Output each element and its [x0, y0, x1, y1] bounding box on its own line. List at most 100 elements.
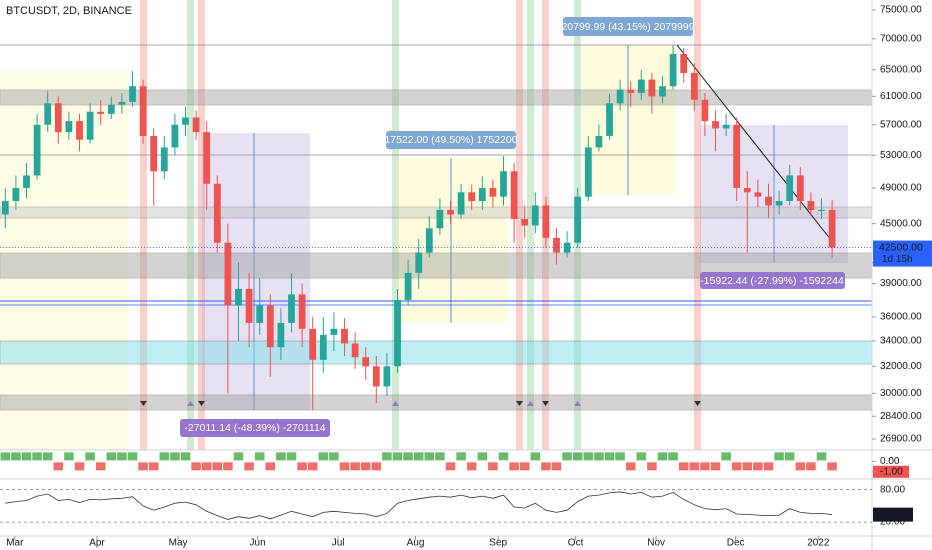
- annotation-box: [563, 17, 693, 36]
- signal-square: [647, 462, 657, 471]
- candle-body: [478, 188, 486, 202]
- candle-body: [150, 135, 158, 172]
- signal-square: [551, 462, 562, 471]
- signal-square: [117, 452, 127, 461]
- signal-square: [286, 452, 297, 461]
- annotation-box: [700, 272, 845, 289]
- x-tick-label: Apr: [89, 538, 105, 549]
- y-tick-label: 34000.00: [880, 336, 922, 347]
- signal-square: [530, 452, 541, 461]
- candle-body: [531, 205, 539, 226]
- candle-body: [796, 175, 804, 202]
- signal-square: [509, 462, 519, 471]
- signal-square: [254, 452, 265, 461]
- y-tick-label: 57000.00: [880, 119, 922, 130]
- signal-square: [413, 452, 424, 461]
- signal-square: [477, 452, 488, 461]
- signal-band: [516, 0, 523, 450]
- candle-body: [606, 103, 613, 136]
- candle-body: [245, 288, 253, 323]
- candle-body: [669, 54, 677, 87]
- signal-square: [74, 462, 85, 471]
- annotations: 20799.99 (43.15%) 2079999 17522.00 (49.5…: [180, 17, 845, 437]
- candle-body: [828, 209, 836, 248]
- signal-square: [572, 452, 583, 461]
- candle-body: [213, 183, 221, 243]
- candle-body: [637, 79, 645, 93]
- axes: 75000.00 70000.00 65000.00 61000.00 57000.00…: [0, 5, 932, 549]
- rsi-line: [5, 491, 833, 520]
- candle-body: [171, 124, 179, 148]
- signal-band: [198, 0, 205, 450]
- x-tick-label: Oct: [568, 538, 584, 549]
- signal-square: [742, 462, 753, 471]
- candle-body: [372, 366, 380, 387]
- candle-body: [765, 196, 772, 206]
- candle-body: [743, 188, 751, 193]
- candle-body: [107, 104, 115, 114]
- marks: [0, 44, 837, 520]
- candle-body: [521, 219, 529, 226]
- signal-square: [265, 462, 276, 471]
- signal-square: [519, 462, 530, 471]
- signal-square: [583, 452, 594, 461]
- y-tick-label: 39000.00: [880, 278, 922, 289]
- annotation: -15922.44 (-27.99%) -1592244: [700, 275, 844, 287]
- signal-square: [350, 462, 360, 471]
- rsi-tick-label: 20.00: [880, 517, 905, 528]
- signal-square: [466, 462, 477, 471]
- signal-square: [795, 462, 806, 471]
- candle-body: [330, 328, 338, 335]
- signal-square: [710, 462, 721, 471]
- candle-body: [659, 86, 666, 97]
- candle-body: [182, 117, 189, 125]
- candle-body: [500, 171, 507, 197]
- y-tick-label: 65000.00: [880, 64, 922, 75]
- candle-body: [807, 201, 815, 210]
- signal-square: [85, 452, 95, 461]
- signal-square: [127, 452, 138, 461]
- candle-body: [733, 124, 741, 189]
- countdown: 1d 15h: [882, 254, 913, 265]
- signal-square: [636, 452, 647, 461]
- signal-square: [816, 452, 827, 461]
- annotation-box: [180, 419, 330, 437]
- signal-square: [0, 452, 11, 461]
- candle-body: [489, 188, 497, 197]
- candle-body: [129, 86, 136, 102]
- candle-body: [648, 79, 656, 97]
- signal-square: [21, 452, 32, 461]
- candle-body: [76, 121, 83, 140]
- candle-body: [288, 294, 295, 323]
- candle-body: [542, 205, 550, 238]
- candle-body: [298, 294, 306, 329]
- signal-square: [53, 462, 64, 471]
- signal-square: [170, 452, 180, 461]
- signal-square: [604, 452, 615, 461]
- signal-square: [244, 462, 254, 471]
- signal-square: [403, 452, 413, 461]
- signal-square: [435, 452, 445, 461]
- candle-body: [425, 228, 433, 253]
- range-box: [0, 70, 128, 450]
- candle-body: [44, 103, 52, 125]
- candle-body: [277, 322, 285, 348]
- zone: [0, 252, 873, 279]
- signal-band: [140, 0, 147, 450]
- signal-square: [201, 462, 212, 471]
- signal-band: [187, 0, 194, 450]
- signal-square: [148, 462, 159, 471]
- candle-body: [574, 196, 582, 243]
- candle-body: [160, 147, 168, 172]
- y-tick-label: 28400.00: [880, 411, 922, 422]
- y-tick-label: 30000.00: [880, 388, 922, 399]
- candle-body: [690, 73, 698, 100]
- signal-square: [42, 452, 53, 461]
- rsi-badge: [873, 507, 913, 522]
- x-tick-label: May: [169, 538, 188, 549]
- candle-body: [383, 366, 391, 387]
- signal-square: [392, 452, 403, 461]
- signal-square: [64, 452, 74, 461]
- signal-square: [541, 462, 551, 471]
- candle-body: [616, 89, 624, 104]
